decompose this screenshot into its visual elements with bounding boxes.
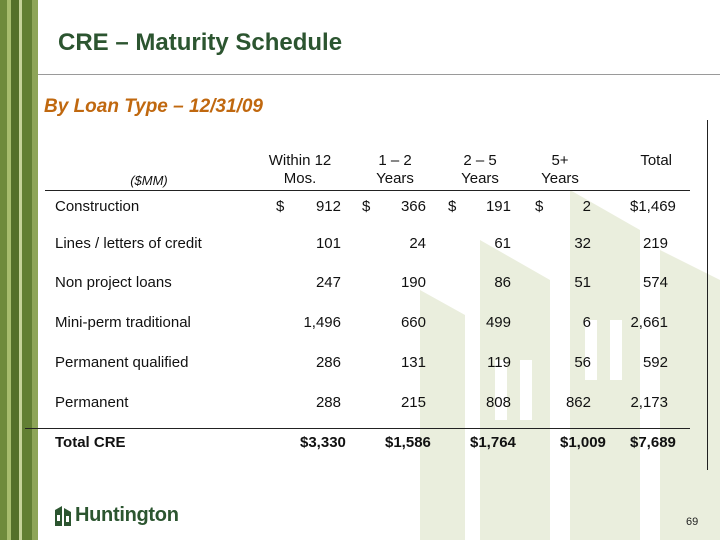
stripe xyxy=(0,0,7,540)
table-cell-value: 592 xyxy=(642,354,668,371)
column-header-line2: Years xyxy=(541,170,579,187)
currency-symbol: $ xyxy=(276,198,285,215)
table-cell-value: $1,764 xyxy=(470,434,516,451)
table-cell-value: 247 xyxy=(315,274,341,291)
table-cell-value: 215 xyxy=(400,394,426,411)
table-cell-value: 6 xyxy=(582,314,591,331)
table-vertical-rule xyxy=(707,120,708,470)
stripe xyxy=(19,0,22,540)
stripe xyxy=(32,0,38,540)
table-cell-value: $3,330 xyxy=(300,434,346,451)
slide-subtitle: By Loan Type – 12/31/09 xyxy=(44,96,263,117)
table-cell-value: 190 xyxy=(400,274,426,291)
row-label: Mini-perm traditional xyxy=(55,314,191,331)
table-cell-value: $1,469 xyxy=(630,198,676,215)
table-cell-value: 912 xyxy=(315,198,341,215)
table-cell-value: 86 xyxy=(494,274,511,291)
row-label: Non project loans xyxy=(55,274,172,291)
table-cell-value: 288 xyxy=(315,394,341,411)
table-cell-value: 219 xyxy=(642,235,668,252)
left-decorative-stripes xyxy=(0,0,38,540)
row-label: Total CRE xyxy=(55,434,126,451)
stripe xyxy=(7,0,11,540)
table-cell-value: $7,689 xyxy=(630,434,676,451)
column-header-1-2: 1 – 2 Years xyxy=(360,152,430,188)
stripe xyxy=(11,0,19,540)
table-cell-value: 2,173 xyxy=(630,394,668,411)
column-header-line1: 2 – 5 xyxy=(463,152,497,169)
table-cell-value: 61 xyxy=(494,235,511,252)
table-cell-value: 119 xyxy=(487,354,511,371)
table-cell-value: 1,496 xyxy=(303,314,341,331)
table-cell-value: 862 xyxy=(565,394,591,411)
table-cell-value: 101 xyxy=(315,235,341,252)
column-header-line1: Within 12 xyxy=(268,152,332,169)
table-cell-value: 24 xyxy=(409,235,426,252)
column-header-line2: Mos. xyxy=(283,170,317,187)
table-cell-value: 499 xyxy=(485,314,511,331)
huntington-logo: Huntington xyxy=(55,504,179,527)
table-cell-value: 51 xyxy=(574,274,591,291)
unit-label: ($MM) xyxy=(130,173,168,188)
row-label: Construction xyxy=(55,198,140,215)
column-header-5-plus: 5+ Years xyxy=(525,152,595,188)
column-header-total: Total xyxy=(610,152,700,170)
column-header-line2: Total xyxy=(640,152,672,169)
currency-symbol: $ xyxy=(448,198,457,215)
logo-wordmark: Huntington xyxy=(75,504,179,526)
slide-title: CRE – Maturity Schedule xyxy=(58,29,343,56)
watermark-logo-graphic xyxy=(420,190,720,540)
table-cell-value: 2 xyxy=(582,198,591,215)
row-label: Permanent qualified xyxy=(55,354,189,371)
header-rule xyxy=(45,190,690,191)
table-cell-value: 2,661 xyxy=(630,314,668,331)
table-cell-value: 286 xyxy=(315,354,341,371)
title-divider xyxy=(38,74,720,75)
total-rule xyxy=(25,428,690,429)
row-label: Lines / letters of credit xyxy=(55,235,202,252)
table-cell-value: $1,009 xyxy=(560,434,606,451)
stripe xyxy=(22,0,32,540)
column-header-within-12: Within 12 Mos. xyxy=(255,152,345,188)
column-header-line1: 5+ xyxy=(551,152,569,169)
table-cell-value: 56 xyxy=(574,354,591,371)
row-label: Permanent xyxy=(55,394,129,411)
column-header-line1: 1 – 2 xyxy=(378,152,412,169)
column-header-line2: Years xyxy=(461,170,499,187)
page-number: 69 xyxy=(686,516,699,528)
table-cell-value: 574 xyxy=(642,274,668,291)
table-cell-value: 191 xyxy=(485,198,511,215)
currency-symbol: $ xyxy=(535,198,544,215)
column-header-line2: Years xyxy=(376,170,414,187)
huntington-logo-icon xyxy=(55,505,71,526)
table-cell-value: 131 xyxy=(400,354,426,371)
table-cell-value: $1,586 xyxy=(385,434,431,451)
currency-symbol: $ xyxy=(362,198,371,215)
table-cell-value: 660 xyxy=(400,314,426,331)
table-cell-value: 808 xyxy=(485,394,511,411)
column-header-2-5: 2 – 5 Years xyxy=(445,152,515,188)
table-cell-value: 32 xyxy=(574,235,591,252)
table-cell-value: 366 xyxy=(400,198,426,215)
